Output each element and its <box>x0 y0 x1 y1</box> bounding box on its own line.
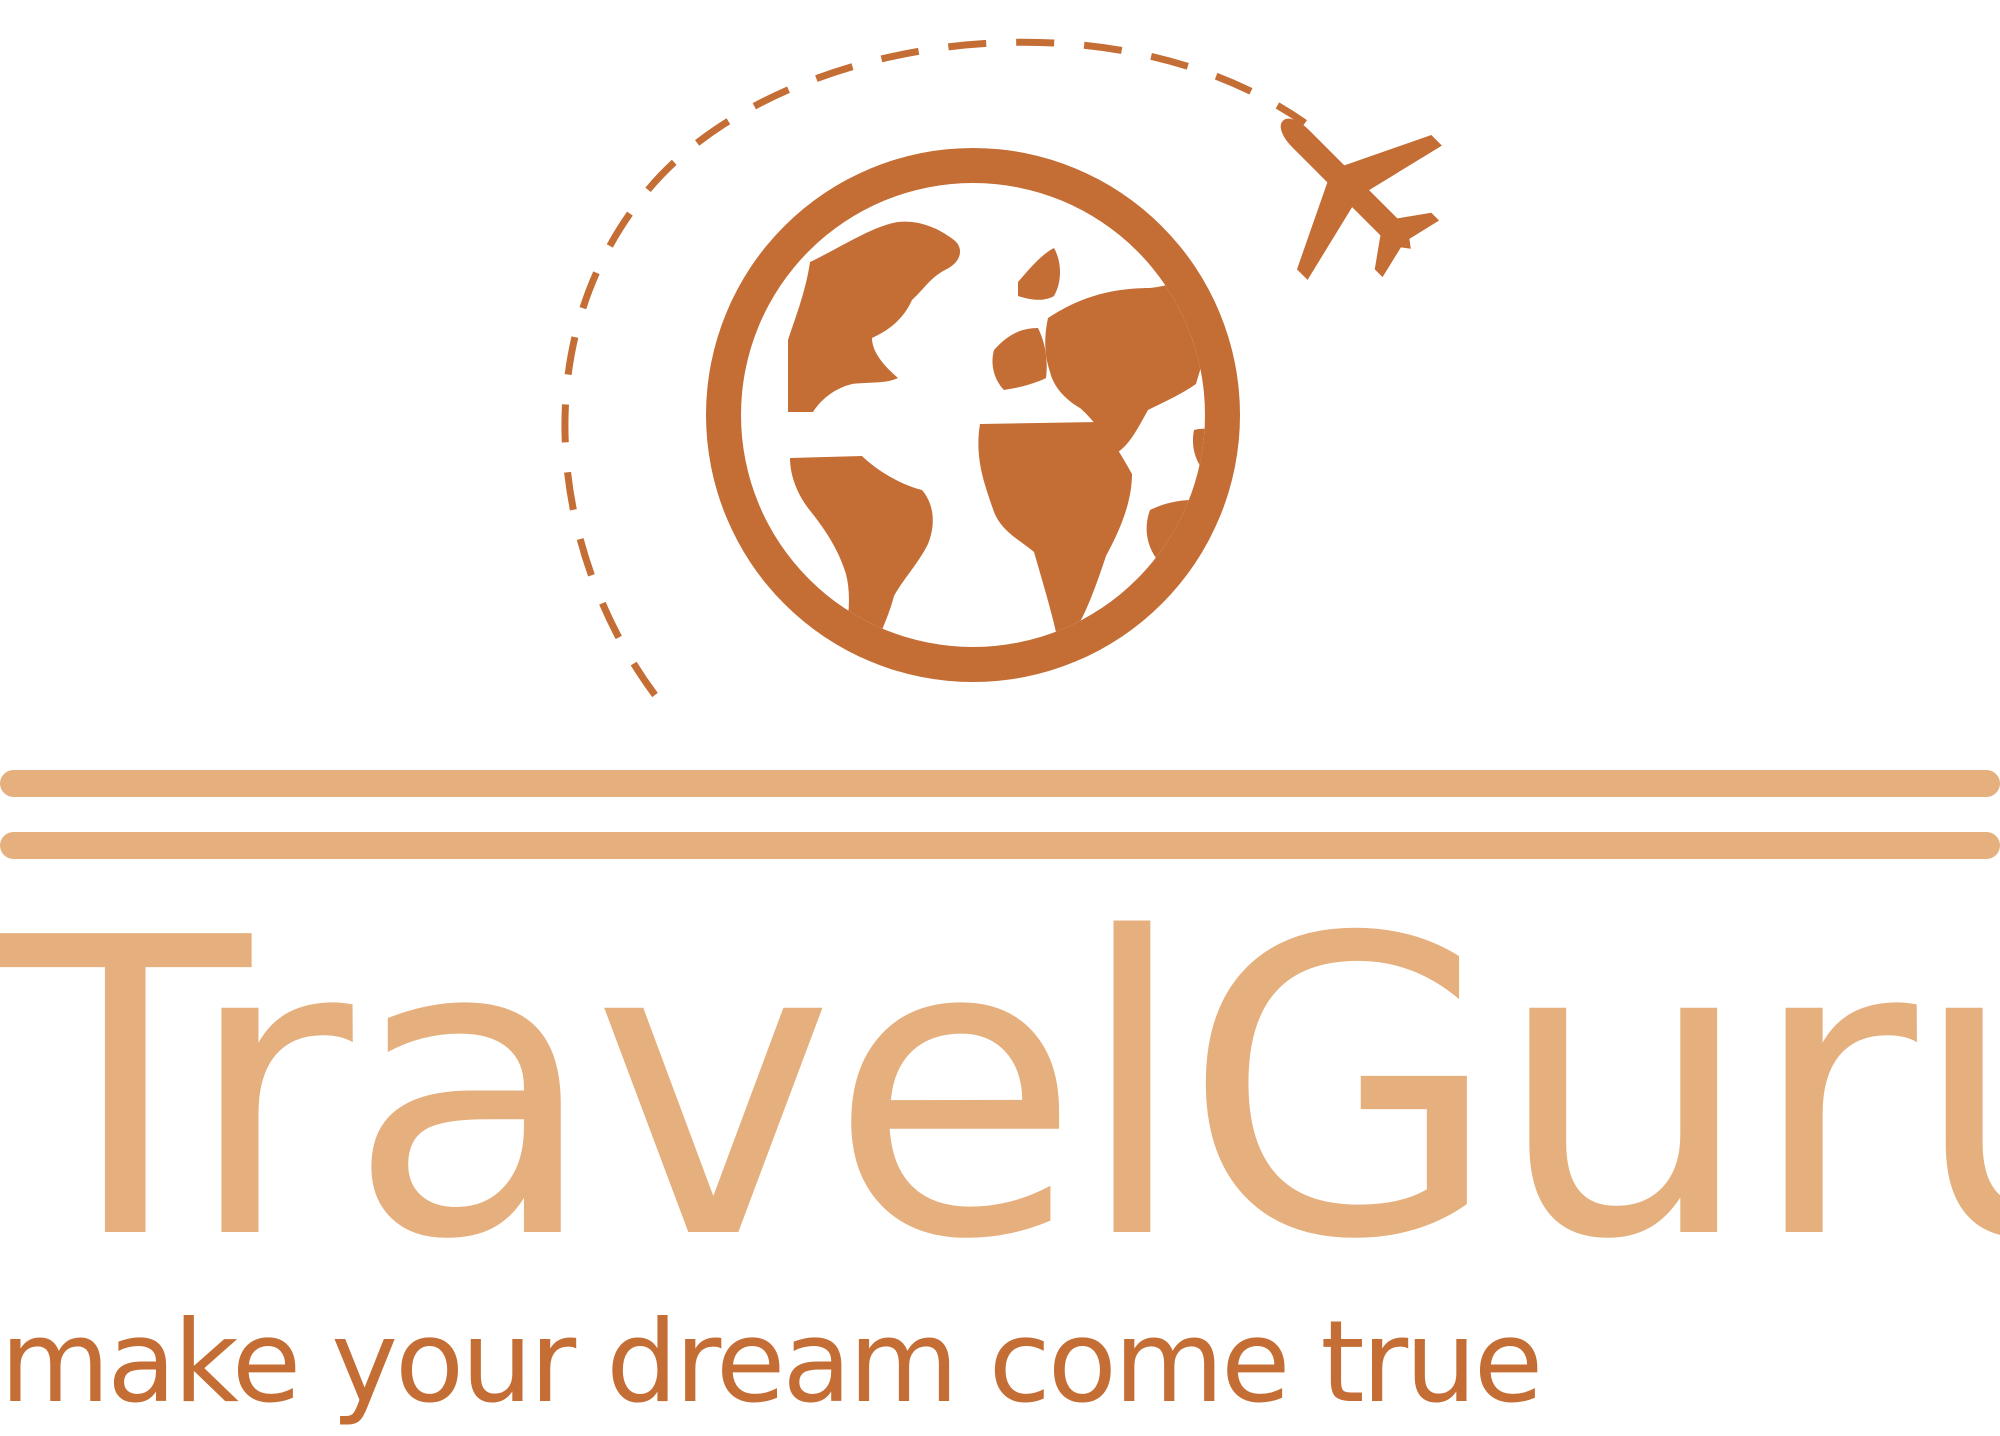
globe-icon <box>706 148 1240 682</box>
divider-line-top <box>0 770 2000 797</box>
brand-name: TravelGuru <box>0 851 2000 1329</box>
tagline: make your dream come true <box>0 1296 1543 1428</box>
divider-lines <box>0 770 2000 859</box>
airplane-icon <box>1280 118 1442 280</box>
dashed-flight-path <box>561 38 1307 698</box>
divider-line-bottom <box>0 832 2000 859</box>
